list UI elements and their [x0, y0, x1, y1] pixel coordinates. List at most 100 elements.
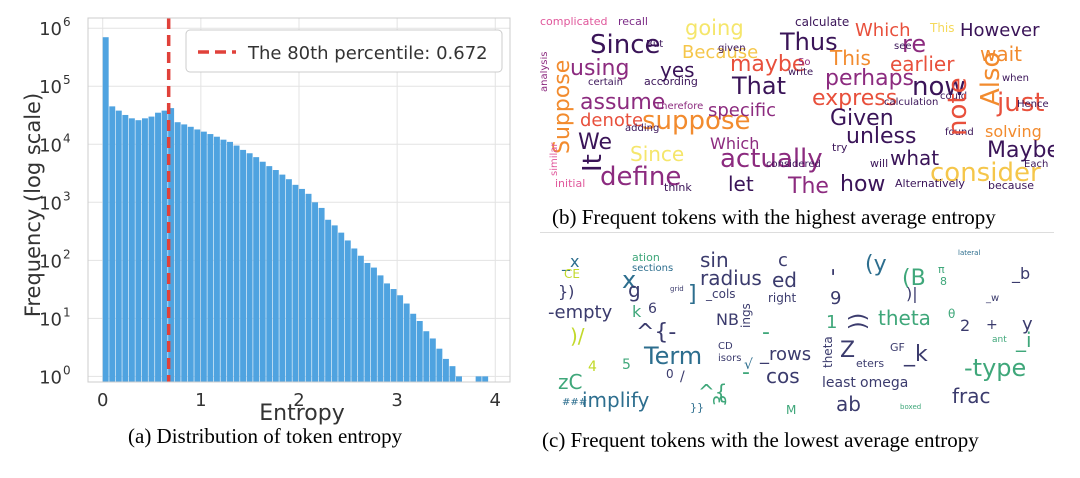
wordcloud-word: 0	[666, 367, 674, 381]
wordcloud-word: frac	[952, 384, 991, 408]
histogram-bar	[272, 170, 279, 382]
wordcloud-word: given	[718, 43, 746, 54]
wordcloud-high-entropy: complicated recall going calculate Which This…	[540, 8, 1054, 196]
wordcloud-word: })	[558, 282, 575, 301]
y-tick-label: 10 2	[39, 247, 71, 272]
wordcloud-word: initial	[555, 177, 586, 190]
wordcloud-word: now	[912, 72, 966, 102]
y-tick-base: 10	[39, 193, 62, 214]
histogram-bars	[102, 37, 489, 383]
wordcloud-word: see	[894, 41, 912, 52]
wordcloud-word: ^{-	[636, 320, 677, 345]
wordcloud-word: zC	[558, 370, 583, 394]
histogram-bar	[207, 134, 214, 382]
y-tick-base: 10	[39, 367, 62, 388]
histogram-bar	[344, 240, 351, 382]
histogram-bar	[233, 145, 240, 382]
wordcloud-word: earlier	[890, 52, 955, 76]
wordcloud-word: _x	[562, 252, 580, 271]
wordcloud-word: boxed	[900, 403, 922, 411]
wordcloud-word: GF	[890, 341, 905, 354]
wordcloud-word: -	[762, 320, 770, 345]
wordcloud-word: _k	[904, 342, 928, 367]
wordcloud-word: θ	[948, 307, 956, 321]
wordcloud-word: But	[646, 39, 664, 50]
wordcloud-word: ant	[992, 335, 1007, 345]
wordcloud-word: √	[744, 357, 753, 373]
wordcloud-word: g	[628, 278, 641, 302]
wordcloud-word: π	[938, 263, 945, 276]
wordcloud-word: specific	[708, 100, 777, 121]
wordcloud-word: M	[786, 403, 797, 417]
histogram-bar	[403, 303, 410, 382]
wordcloud-word: re	[902, 30, 927, 58]
wordcloud-word: )|	[906, 284, 918, 303]
y-axis-label: Frequency (log scale)	[21, 93, 45, 317]
wordcloud-word: going	[685, 16, 744, 40]
wordcloud-word: The	[788, 174, 829, 197]
wordcloud-word: sin	[700, 248, 729, 272]
histogram-bar	[200, 131, 207, 382]
wordcloud-word: denote	[580, 110, 644, 131]
wordcloud-word: express	[812, 86, 898, 111]
histogram-bar	[312, 202, 319, 382]
wordcloud-word: ed	[772, 268, 797, 292]
histogram-bar	[384, 283, 391, 382]
histogram-bar	[410, 313, 417, 382]
histogram-bar	[364, 262, 371, 382]
histogram-bar	[370, 267, 377, 382]
wordcloud-word: similar	[549, 142, 560, 176]
x-tick-label: 3	[391, 390, 402, 411]
y-tick-base: 10	[39, 251, 62, 272]
histogram-bar	[240, 149, 247, 382]
histogram-bar	[390, 289, 397, 382]
histogram-bar	[416, 321, 423, 382]
histogram-bar	[155, 112, 162, 383]
wordcloud-word: adding	[625, 123, 660, 134]
wordcloud-word: This	[930, 21, 955, 35]
wordcloud-word: c	[778, 250, 788, 271]
wordcloud-word: However	[960, 20, 1040, 41]
wordcloud-word: perhaps	[825, 66, 915, 91]
wordcloud-word: 1	[826, 312, 838, 333]
y-tick-label: 10 6	[39, 15, 71, 40]
wordcloud-word: could	[940, 91, 968, 102]
wordcloud-word: suppose	[642, 106, 751, 136]
histogram-bar	[259, 161, 266, 382]
histogram-bar	[213, 136, 220, 382]
wordcloud-word: how	[840, 172, 886, 196]
wordcloud-word: Since	[590, 30, 661, 60]
wordcloud-word: right	[768, 291, 797, 305]
chart-axes	[87, 17, 511, 383]
wordcloud-word: considered	[766, 159, 821, 170]
y-tick-exponent: 5	[63, 73, 71, 87]
histogram-bar	[331, 225, 338, 382]
wordcloud-word: theta	[821, 336, 835, 368]
histogram-bar	[449, 366, 456, 382]
y-tick-label: 10 0	[39, 363, 71, 388]
histogram-bar	[442, 358, 449, 382]
y-tick-label: 10 4	[39, 131, 71, 156]
y-tick-base: 10	[39, 19, 62, 40]
wordcloud-word: So	[798, 57, 811, 68]
histogram-bar	[292, 184, 299, 382]
caption-c: (c) Frequent tokens with the lowest aver…	[542, 428, 979, 452]
wordcloud-word: according	[644, 75, 698, 88]
wordcloud-word: -	[820, 268, 845, 276]
wordcloud-word: when	[1002, 73, 1030, 84]
histogram-bar	[135, 120, 142, 383]
wordcloud-word: _rows	[760, 344, 812, 365]
plot-frame	[87, 17, 511, 383]
wordcloud-word: 2	[960, 316, 971, 335]
wordcloud-word: _cols	[706, 287, 736, 301]
wordcloud-word: Each	[1024, 159, 1049, 170]
wordcloud-word: Hence	[1017, 99, 1049, 110]
wordcloud-word: eters	[856, 357, 885, 370]
wordcloud-word: )/	[570, 324, 585, 348]
wordcloud-word: solving	[985, 122, 1042, 141]
y-tick-exponent: 2	[63, 247, 71, 261]
histogram-bar	[351, 248, 358, 382]
histogram-bar	[325, 219, 332, 382]
